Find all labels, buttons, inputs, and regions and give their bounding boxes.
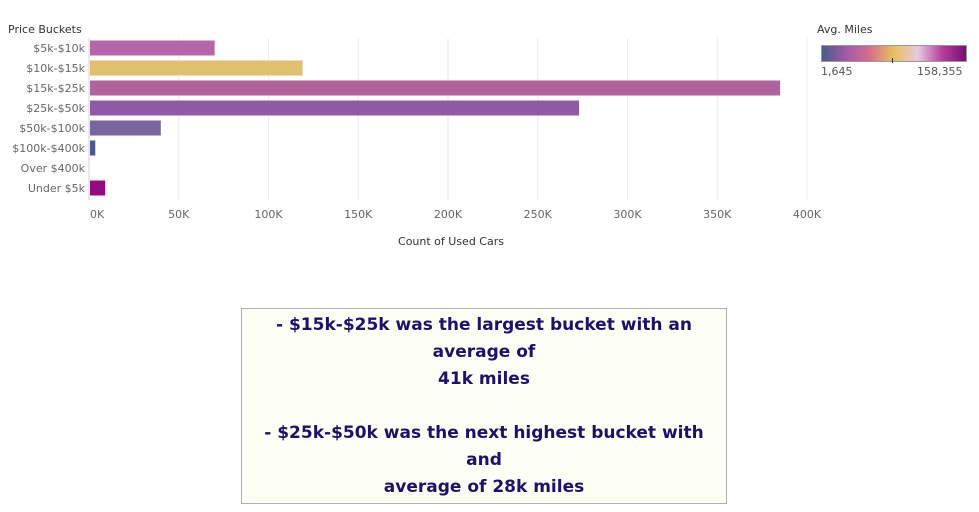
- legend-title: Avg. Miles: [817, 23, 873, 36]
- category-label: $100k-$400k: [12, 142, 85, 155]
- category-label: $10k-$15k: [26, 62, 85, 75]
- note-line-4: average of 28k miles: [383, 476, 585, 497]
- category-label: Under $5k: [28, 182, 86, 195]
- x-axis-title: Count of Used Cars: [398, 235, 504, 248]
- bar[interactable]: [90, 120, 161, 136]
- bar[interactable]: [90, 100, 580, 116]
- bar[interactable]: [90, 180, 106, 196]
- legend-marker: [892, 58, 893, 63]
- x-tick-label: 150K: [344, 208, 373, 221]
- x-tick-label: 200K: [434, 208, 463, 221]
- x-tick-label: 350K: [703, 208, 732, 221]
- legend-max-label: 158,355: [917, 65, 963, 78]
- bar[interactable]: [90, 60, 303, 76]
- bar[interactable]: [90, 80, 781, 96]
- x-tick-label: 250K: [524, 208, 553, 221]
- category-label: Over $400k: [21, 162, 86, 175]
- x-tick-label: 400K: [793, 208, 822, 221]
- legend-min-label: 1,645: [821, 65, 853, 78]
- bar[interactable]: [90, 40, 215, 56]
- category-label: $25k-$50k: [26, 102, 85, 115]
- x-tick-label: 100K: [254, 208, 283, 221]
- x-tick-label: 50K: [168, 208, 190, 221]
- bar-chart: Price Buckets $5k-$10k $10k-$15k $15k-$25k $…: [8, 23, 822, 248]
- category-label: $5k-$10k: [33, 42, 85, 55]
- x-tick-label: 300K: [613, 208, 642, 221]
- annotation-textbox: - $15k-$25k was the largest bucket with …: [241, 308, 727, 504]
- note-line-2: 41k miles: [438, 368, 530, 389]
- bar[interactable]: [90, 140, 96, 156]
- note-line-1: - $15k-$25k was the largest bucket with …: [276, 314, 692, 362]
- category-axis-title: Price Buckets: [8, 23, 82, 36]
- color-legend-gradient[interactable]: [821, 45, 967, 62]
- category-label: $50k-$100k: [19, 122, 85, 135]
- x-tick-label: 0K: [90, 208, 105, 221]
- category-label: $15k-$25k: [26, 82, 85, 95]
- note-line-3: - $25k-$50k was the next highest bucket …: [264, 422, 704, 470]
